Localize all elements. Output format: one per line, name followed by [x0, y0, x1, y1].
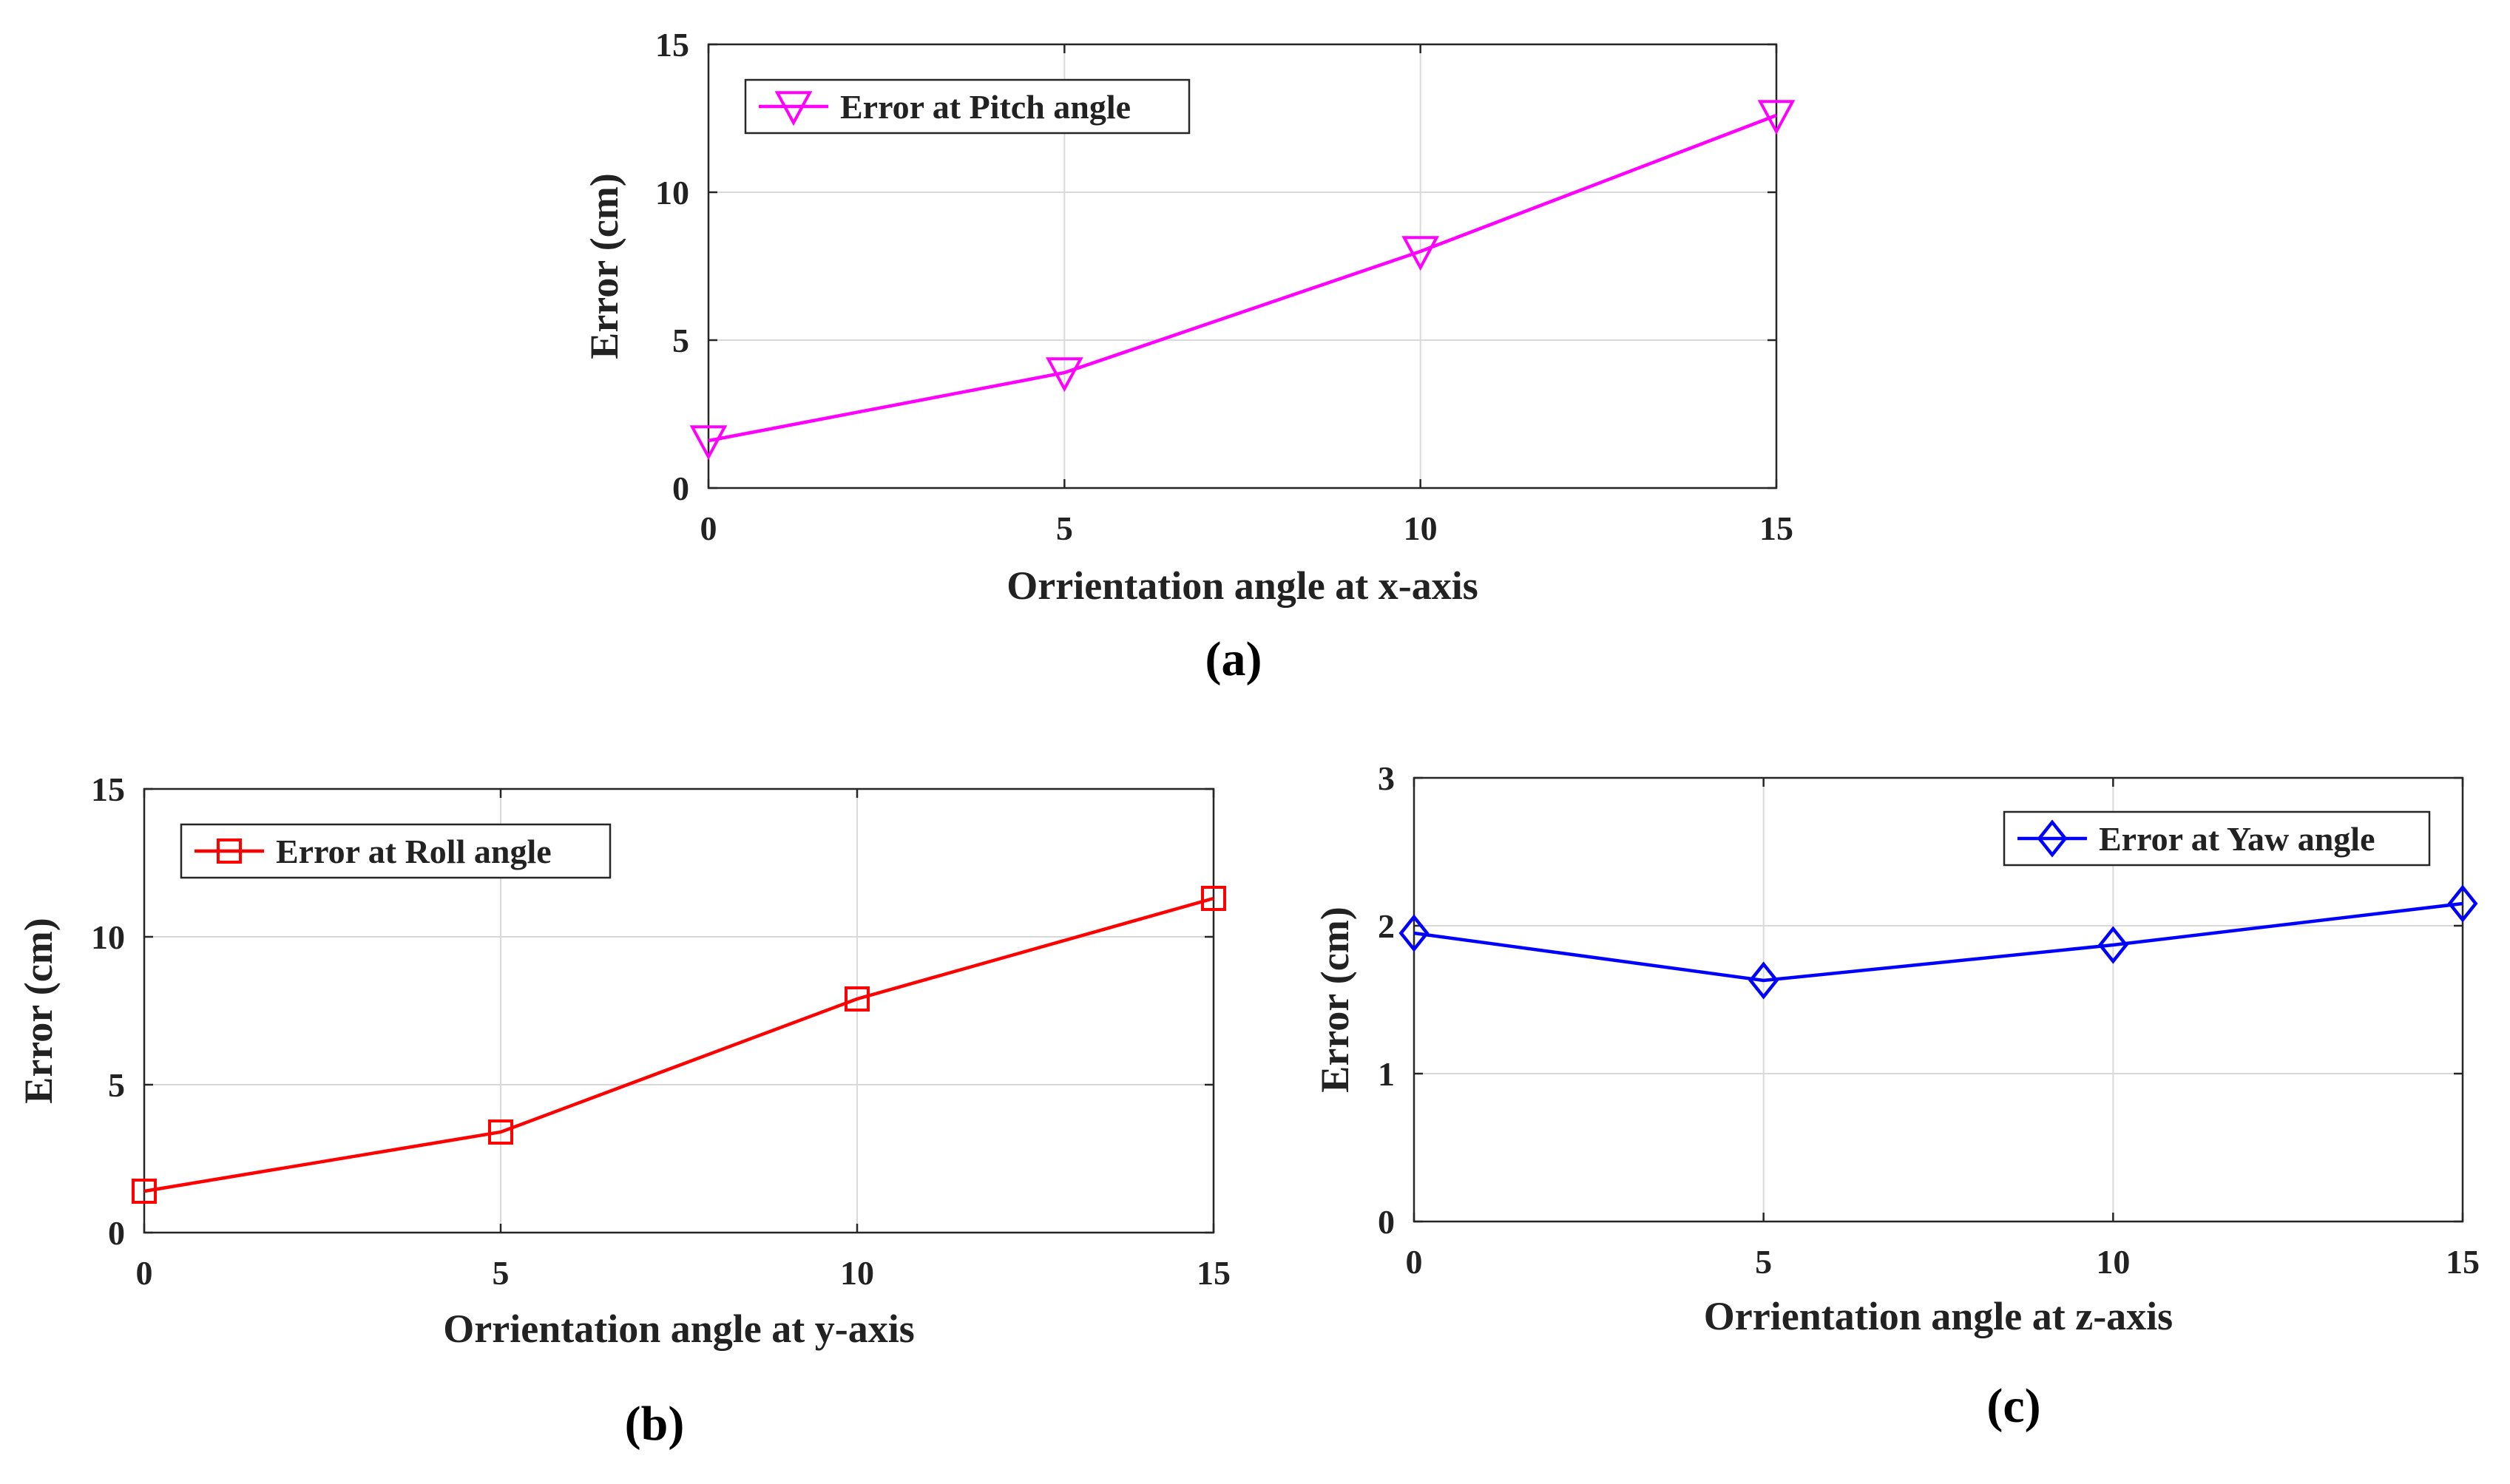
y-tick-label: 10 [91, 918, 125, 956]
legend-marker [217, 838, 242, 864]
panel-caption: (b) [625, 1397, 685, 1451]
legend-marker [774, 91, 813, 126]
legend: Error at Roll angle [180, 823, 612, 879]
data-point [132, 1179, 157, 1204]
data-point [1757, 100, 1796, 135]
panel-caption: (c) [1986, 1379, 2040, 1433]
legend: Error at Pitch angle [744, 78, 1191, 135]
y-tick-label: 0 [1378, 1203, 1395, 1241]
legend: Error at Yaw angle [2003, 810, 2431, 867]
axes-box [143, 787, 1215, 1234]
legend-label: Error at Pitch angle [840, 88, 1131, 126]
x-tick-label: 5 [493, 1254, 510, 1292]
y-tick-label: 10 [655, 174, 689, 211]
series-line [708, 113, 1777, 443]
data-point [689, 425, 728, 461]
data-point [1401, 236, 1440, 271]
data-point [845, 986, 870, 1012]
x-axis-label: Orrientation angle at z-axis [1704, 1294, 2173, 1338]
x-tick-label: 15 [2446, 1243, 2480, 1281]
x-tick-label: 5 [1056, 509, 1073, 547]
data-point [1398, 914, 1430, 952]
panel-caption: (a) [1205, 632, 1262, 686]
x-tick-label: 10 [1404, 509, 1438, 547]
data-point [488, 1119, 513, 1145]
chart-c: 0 5 10 15 0 1 2 3 Orrientation angle at z-axis Er… [1313, 759, 2480, 1433]
data-point [2097, 926, 2128, 964]
x-tick-label: 0 [136, 1254, 153, 1292]
x-tick-label: 10 [840, 1254, 874, 1292]
x-axis-label: Orrientation angle at y-axis [443, 1307, 914, 1351]
y-tick-label: 2 [1378, 907, 1395, 945]
y-tick-label: 0 [672, 470, 689, 507]
data-point [1045, 357, 1083, 393]
legend-label: Error at Roll angle [276, 833, 552, 870]
series-line [1413, 901, 2463, 983]
x-tick-label: 0 [700, 509, 717, 547]
y-axis-label: Error (cm) [16, 918, 61, 1103]
data-point [2447, 884, 2478, 923]
chart-a: 0 5 10 15 0 5 10 15 Orrientation angle at x-axis… [582, 26, 1796, 686]
axes-box [1413, 776, 2464, 1223]
x-tick-label: 15 [1197, 1254, 1231, 1292]
y-tick-label: 15 [655, 26, 689, 64]
y-axis-label: Error (cm) [582, 173, 626, 359]
y-tick-label: 0 [108, 1214, 125, 1252]
y-tick-label: 5 [672, 322, 689, 359]
x-tick-label: 10 [2096, 1243, 2130, 1281]
y-axis-label: Error (cm) [1313, 907, 1357, 1092]
x-tick-label: 15 [1759, 509, 1793, 547]
y-tick-label: 15 [91, 770, 125, 808]
legend-marker [2037, 819, 2068, 858]
series-line [143, 896, 1214, 1193]
axes-box [707, 43, 1778, 489]
x-tick-label: 0 [1406, 1243, 1423, 1281]
y-tick-label: 5 [108, 1066, 125, 1104]
x-tick-label: 5 [1755, 1243, 1772, 1281]
x-axis-label: Orrientation angle at x-axis [1007, 563, 1478, 608]
y-tick-label: 1 [1378, 1055, 1395, 1093]
legend-label: Error at Yaw angle [2099, 820, 2375, 858]
data-point [1201, 886, 1226, 911]
y-tick-label: 3 [1378, 759, 1395, 797]
data-point [1748, 961, 1779, 1000]
chart-b: 0 5 10 15 0 5 10 15 Orrientation angle at y-axis… [16, 770, 1231, 1451]
